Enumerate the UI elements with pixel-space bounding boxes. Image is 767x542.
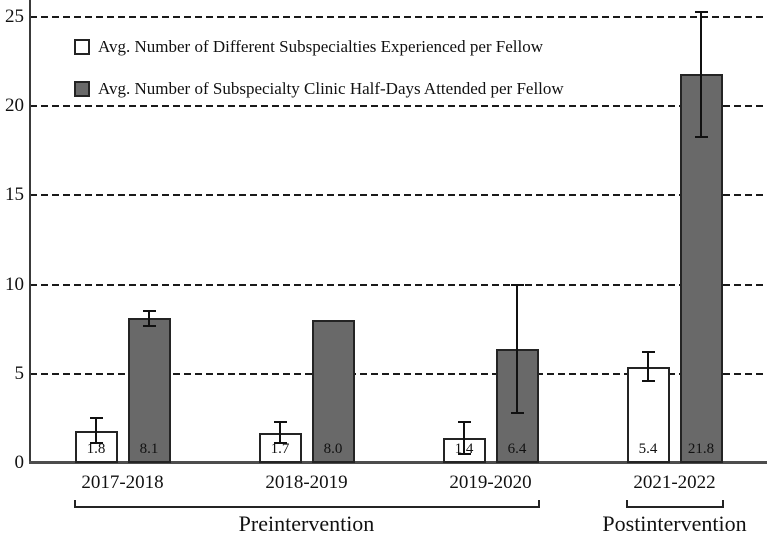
error-bar-line [95, 418, 97, 444]
y-tick-label: 25 [5, 6, 24, 27]
x-category-label-2021-2022: 2021-2022 [633, 472, 716, 493]
error-bar-cap-bottom [89, 442, 103, 445]
x-category-label-2019-2020: 2019-2020 [449, 472, 532, 493]
legend-item-subspecialties: Avg. Number of Different Subspecialties … [74, 37, 564, 57]
error-bar-cap-top [273, 420, 287, 423]
bracket-label-postintervention: Postintervention [602, 511, 747, 536]
bar-subspecialties-2021-2022: 5.4 [626, 366, 670, 463]
error-bar-cap-top [457, 420, 471, 423]
bar-half-days-2017-2018: 8.1 [127, 318, 171, 463]
error-bar-line [516, 284, 518, 414]
y-tick-label: 15 [5, 184, 24, 206]
bar-value-label: 1.8 [86, 440, 106, 457]
error-bar-cap-bottom [142, 324, 156, 327]
bracket-label-preintervention: Preintervention [238, 511, 375, 536]
x-category-label-2018-2019: 2018-2019 [265, 472, 348, 493]
legend-label: Avg. Number of Different Subspecialties … [98, 37, 544, 56]
bar-value-label: 6.4 [507, 440, 527, 457]
error-bar-cap-top [641, 351, 655, 354]
bar-value-label: 21.8 [687, 440, 715, 457]
legend-label: Avg. Number of Subspecialty Clinic Half-… [98, 79, 564, 98]
gridline-y-15 [30, 194, 764, 197]
bar-value-label: 5.4 [638, 440, 658, 457]
error-bar-cap-bottom [510, 412, 524, 415]
gridline-y-10 [30, 283, 764, 286]
legend-swatch-gray-square-icon [74, 81, 90, 97]
gridline-y-5 [30, 372, 764, 375]
error-bar-cap-top [510, 283, 524, 286]
x-category-label-2017-2018: 2017-2018 [81, 472, 164, 493]
error-bar-cap-top [89, 417, 103, 420]
y-axis-line [29, 0, 31, 463]
y-tick-label: 5 [14, 362, 25, 384]
bracket-preintervention [73, 500, 540, 508]
bracket-postintervention [625, 500, 724, 508]
y-tick-label: 20 [5, 95, 24, 117]
error-bar-cap-top [694, 10, 708, 13]
error-bar-line [279, 421, 281, 444]
y-tick-label: 10 [5, 273, 24, 295]
error-bar-line [148, 311, 150, 326]
error-bar-cap-bottom [457, 453, 471, 456]
error-bar-cap-bottom [273, 442, 287, 445]
error-bar-line [700, 11, 702, 137]
gridline-y-25 [30, 16, 764, 18]
bar-half-days-2021-2022: 21.8 [679, 74, 723, 463]
error-bar-cap-bottom [641, 379, 655, 382]
y-tick-label: 0 [14, 452, 25, 473]
bar-value-label: 8.1 [139, 440, 159, 457]
bar-value-label: 8.0 [323, 440, 343, 457]
legend: Avg. Number of Different Subspecialties … [74, 37, 564, 121]
legend-swatch-white-square-icon [74, 39, 90, 55]
error-bar-line [463, 421, 465, 455]
bar-half-days-2018-2019: 8.0 [311, 320, 355, 463]
error-bar-cap-bottom [694, 135, 708, 138]
legend-item-half-days: Avg. Number of Subspecialty Clinic Half-… [74, 79, 564, 99]
bar-value-label: 1.7 [270, 440, 290, 457]
error-bar-line [647, 352, 649, 381]
x-axis-line [29, 461, 767, 464]
error-bar-cap-top [142, 310, 156, 313]
gridline-y-20 [30, 105, 764, 108]
